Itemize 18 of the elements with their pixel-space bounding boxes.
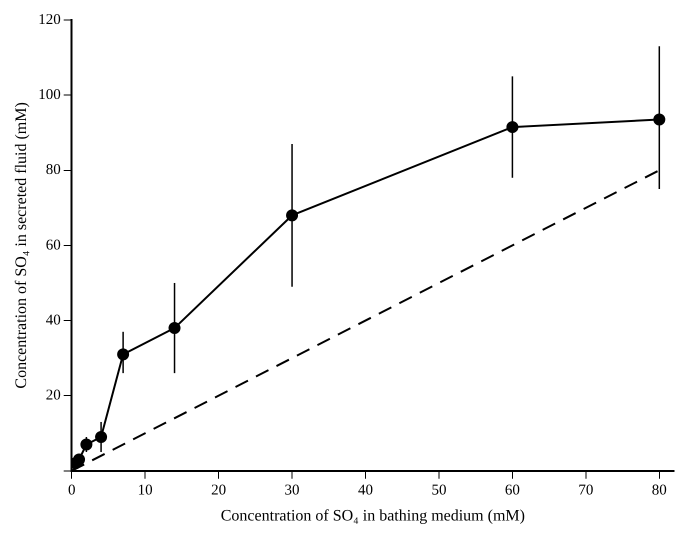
x-tick-label: 0: [68, 482, 76, 499]
x-axis-title: Concentration of SO₄ in bathing medium (mM): [220, 508, 525, 525]
x-tick-label: 70: [578, 482, 594, 499]
y-tick-label: 20: [46, 388, 61, 404]
point: [73, 454, 86, 466]
x-tick-label: 40: [358, 482, 374, 499]
y-axis-title: Concentration of SO₄ in secreted fluid (mM): [12, 102, 30, 389]
y-tick-label: 80: [46, 162, 61, 178]
x-tick-label: 80: [652, 482, 667, 499]
y-tick-label: 60: [46, 237, 61, 254]
y-tick-label: 100: [38, 87, 61, 104]
x-tick-label: 20: [211, 482, 226, 499]
y-tick-label: 40: [46, 312, 61, 328]
x-tick-label: 10: [138, 482, 153, 499]
x-tick-label: 30: [284, 482, 300, 499]
x-tick-label: 50: [431, 482, 446, 499]
y-tick-label: 120: [38, 12, 61, 28]
x-tick-label: 60: [504, 482, 520, 499]
